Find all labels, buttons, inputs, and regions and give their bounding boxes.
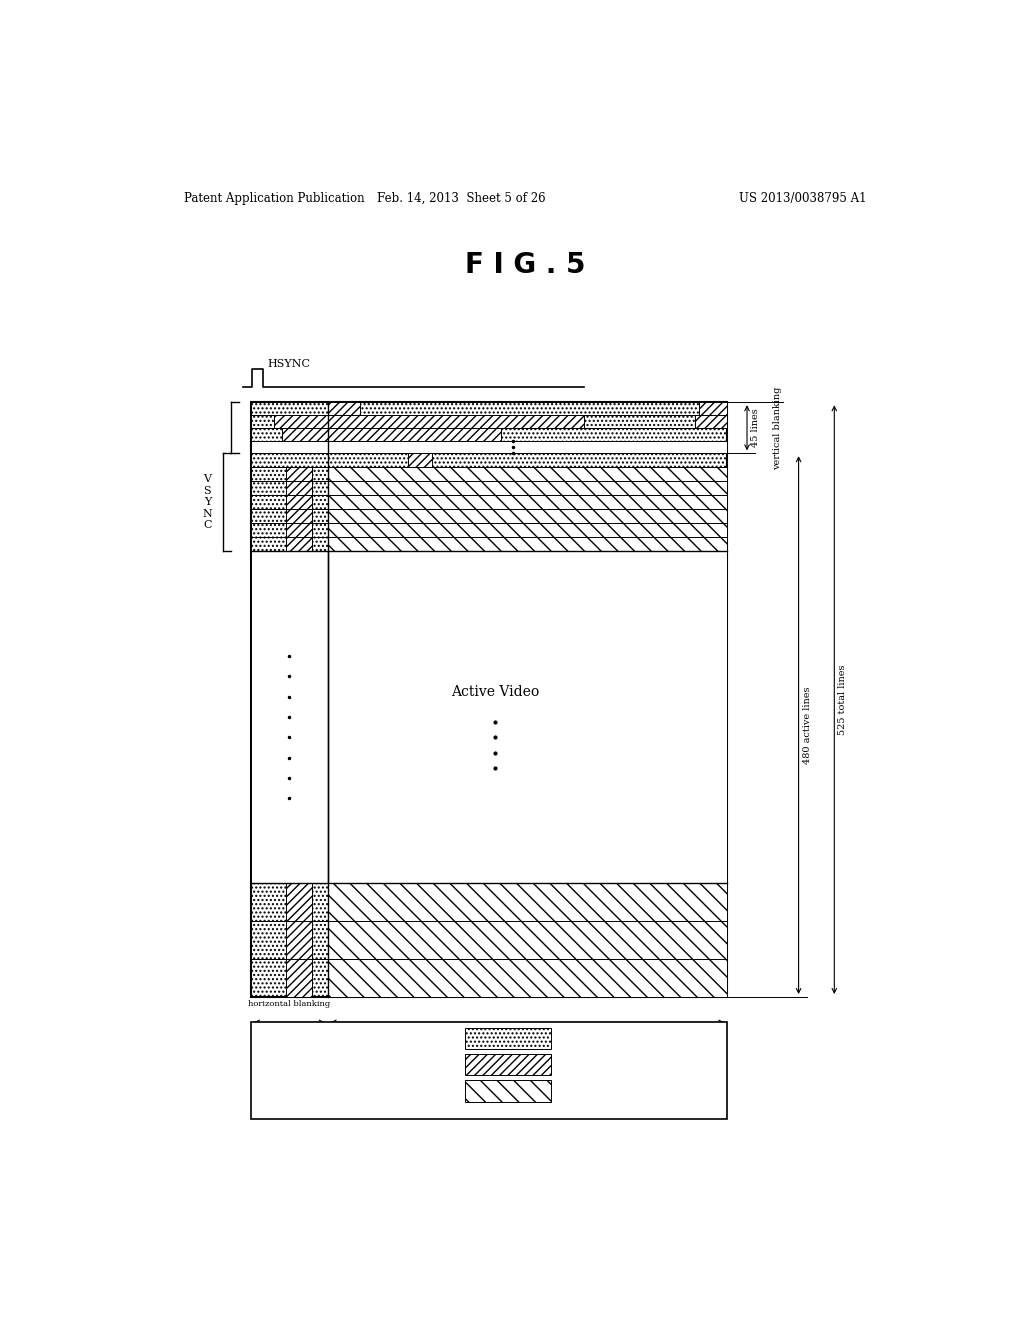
Bar [251,921,286,958]
Bar [312,523,328,537]
Text: 525 total lines: 525 total lines [839,664,847,735]
Bar [251,495,286,510]
Bar [286,467,312,482]
Text: horizontal blanking: horizontal blanking [248,1001,331,1008]
Bar [251,467,286,482]
Bar [251,441,727,453]
Bar [274,414,584,428]
Bar [328,883,727,921]
Text: 138 pixels: 138 pixels [260,1027,318,1036]
Bar [328,482,727,495]
Bar [286,921,312,958]
Bar [251,482,286,495]
Bar [408,453,431,467]
Bar [328,958,727,997]
Text: Active Video: Active Video [452,685,540,698]
Text: TMDS Periods: TMDS Periods [310,1064,401,1077]
Bar [312,883,328,921]
Bar [328,523,727,537]
Bar [251,403,727,414]
Bar [251,403,727,997]
Bar [699,403,727,414]
Text: vertical blanking: vertical blanking [773,387,782,470]
Bar [328,921,727,958]
Text: 45 lines: 45 lines [751,408,760,447]
Text: 480 active lines: 480 active lines [803,686,812,764]
Bar [286,958,312,997]
Bar [312,510,328,523]
Bar [286,495,312,510]
Bar [312,495,328,510]
Text: Data Island Period: Data Island Period [560,1059,671,1072]
Bar [328,510,727,523]
Bar [251,523,286,537]
Bar [251,1022,727,1119]
Bar [286,482,312,495]
Bar [286,537,312,552]
Text: US 2013/0038795 A1: US 2013/0038795 A1 [738,191,866,205]
Text: 720 active pixels: 720 active pixels [480,1027,574,1036]
Bar [251,883,286,921]
Bar [465,1055,551,1076]
Bar [328,467,727,482]
Text: Video Data Period: Video Data Period [560,1085,668,1097]
Text: Feb. 14, 2013  Sheet 5 of 26: Feb. 14, 2013 Sheet 5 of 26 [377,191,546,205]
Bar [251,428,727,441]
Bar [465,1028,551,1049]
Text: Patent Application Publication: Patent Application Publication [183,191,365,205]
Bar [312,482,328,495]
Text: Control Period: Control Period [560,1032,647,1045]
Text: 858 total pixels: 858 total pixels [445,1049,532,1060]
Text: F I G . 5: F I G . 5 [465,251,585,279]
Text: V
S
Y
N
C: V S Y N C [203,474,212,531]
Bar [328,403,359,414]
Bar [251,453,727,467]
Bar [312,467,328,482]
Bar [328,537,727,552]
Bar [251,552,727,883]
Bar [695,414,727,428]
Bar [286,510,312,523]
Bar [282,428,502,441]
Bar [312,921,328,958]
Bar [251,414,727,428]
Bar [286,523,312,537]
Text: HSYNC: HSYNC [267,359,310,368]
Bar [328,495,727,510]
Bar [465,1080,551,1101]
Bar [251,510,286,523]
Bar [286,883,312,921]
Bar [251,958,286,997]
Bar [312,958,328,997]
Bar [312,537,328,552]
Bar [251,537,286,552]
